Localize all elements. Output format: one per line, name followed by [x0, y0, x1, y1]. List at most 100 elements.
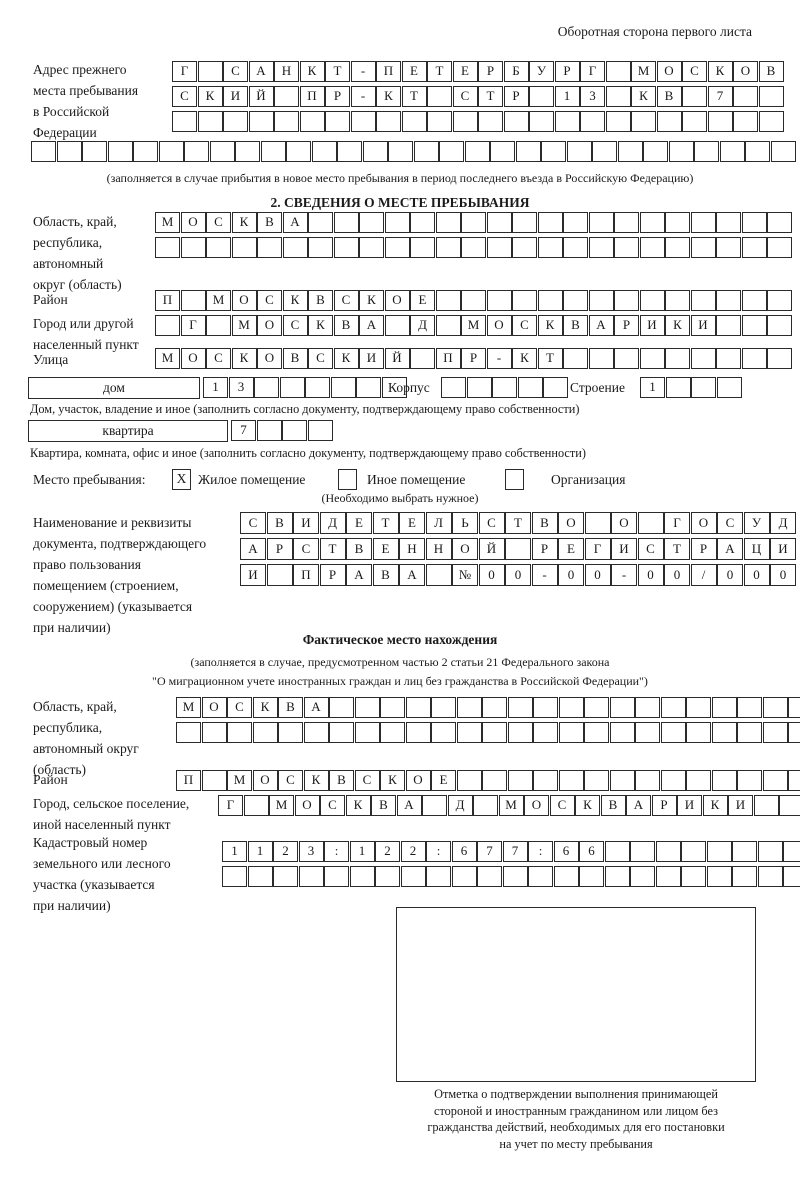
form-cell[interactable]: У: [743, 512, 770, 534]
form-cell[interactable]: [706, 866, 732, 887]
form-cell[interactable]: [410, 212, 435, 233]
form-cell[interactable]: [354, 697, 380, 718]
form-cell[interactable]: К: [333, 348, 359, 369]
form-cell[interactable]: 0: [743, 564, 770, 586]
form-cell[interactable]: [384, 212, 410, 233]
form-cell[interactable]: [235, 141, 260, 162]
form-cell[interactable]: Р: [614, 315, 639, 336]
form-cell[interactable]: О: [524, 795, 549, 816]
form-cell[interactable]: А: [303, 697, 329, 718]
section2-region-row-2[interactable]: [155, 237, 793, 258]
form-cell[interactable]: [426, 866, 451, 887]
form-cell[interactable]: [223, 111, 248, 132]
form-cell[interactable]: [512, 237, 537, 258]
form-cell[interactable]: С: [452, 86, 478, 107]
form-cell[interactable]: 1: [554, 86, 580, 107]
form-cell[interactable]: К: [702, 795, 728, 816]
form-cell[interactable]: Е: [410, 290, 435, 311]
form-cell[interactable]: [350, 111, 376, 132]
form-cell[interactable]: П: [376, 61, 401, 82]
form-cell[interactable]: [584, 697, 609, 718]
form-cell[interactable]: 1: [203, 377, 228, 398]
form-cell[interactable]: [541, 141, 566, 162]
form-cell[interactable]: [716, 290, 741, 311]
form-cell[interactable]: [741, 290, 767, 311]
form-cell[interactable]: [482, 722, 507, 743]
form-cell[interactable]: С: [549, 795, 575, 816]
form-cell[interactable]: И: [770, 538, 796, 560]
form-cell[interactable]: 3: [298, 841, 324, 862]
form-cell[interactable]: [282, 237, 308, 258]
form-cell[interactable]: -: [531, 564, 558, 586]
form-cell[interactable]: [243, 795, 269, 816]
form-cell[interactable]: [668, 141, 694, 162]
form-cell[interactable]: [639, 237, 665, 258]
previous-address-row-4[interactable]: [31, 141, 796, 162]
form-cell[interactable]: С: [637, 538, 664, 560]
form-cell[interactable]: [537, 290, 563, 311]
form-cell[interactable]: А: [282, 212, 308, 233]
form-cell[interactable]: [682, 86, 707, 107]
form-cell[interactable]: [588, 237, 614, 258]
house-box-label[interactable]: дом: [28, 377, 200, 399]
form-cell[interactable]: [324, 866, 349, 887]
form-cell[interactable]: К: [376, 86, 401, 107]
form-cell[interactable]: [757, 841, 783, 862]
form-cell[interactable]: [655, 866, 681, 887]
form-cell[interactable]: И: [639, 315, 665, 336]
form-cell[interactable]: [359, 212, 384, 233]
form-cell[interactable]: [609, 697, 635, 718]
form-cell[interactable]: Р: [651, 795, 677, 816]
form-cell[interactable]: [533, 722, 558, 743]
form-cell[interactable]: В: [346, 538, 372, 560]
form-cell[interactable]: Е: [372, 538, 399, 560]
form-cell[interactable]: [456, 770, 482, 791]
form-cell[interactable]: 2: [273, 841, 298, 862]
form-cell[interactable]: М: [498, 795, 524, 816]
form-cell[interactable]: [505, 538, 531, 560]
form-cell[interactable]: С: [240, 512, 266, 534]
form-cell[interactable]: [691, 377, 716, 398]
form-cell[interactable]: [180, 290, 206, 311]
form-cell[interactable]: 7: [707, 86, 733, 107]
form-cell[interactable]: М: [155, 212, 180, 233]
form-cell[interactable]: [308, 212, 333, 233]
form-cell[interactable]: [737, 722, 762, 743]
form-cell[interactable]: [486, 237, 512, 258]
form-cell[interactable]: [588, 290, 614, 311]
form-cell[interactable]: [617, 141, 643, 162]
form-cell[interactable]: И: [690, 315, 716, 336]
form-cell[interactable]: [609, 722, 635, 743]
form-cell[interactable]: Р: [319, 564, 346, 586]
form-cell[interactable]: [533, 697, 558, 718]
form-cell[interactable]: [665, 348, 690, 369]
form-cell[interactable]: [716, 315, 741, 336]
form-cell[interactable]: Й: [248, 86, 274, 107]
form-cell[interactable]: Г: [172, 61, 197, 82]
form-cell[interactable]: [783, 841, 800, 862]
form-cell[interactable]: [762, 697, 788, 718]
form-cell[interactable]: [222, 866, 247, 887]
form-cell[interactable]: П: [176, 770, 201, 791]
form-cell[interactable]: О: [180, 348, 206, 369]
form-cell[interactable]: Б: [503, 61, 529, 82]
form-cell[interactable]: [305, 377, 330, 398]
form-cell[interactable]: М: [155, 348, 180, 369]
form-cell[interactable]: К: [303, 770, 329, 791]
form-cell[interactable]: Е: [401, 61, 427, 82]
form-cell[interactable]: [388, 141, 413, 162]
form-cell[interactable]: 6: [451, 841, 477, 862]
form-cell[interactable]: Г: [580, 61, 605, 82]
form-cell[interactable]: [362, 141, 388, 162]
form-cell[interactable]: Г: [180, 315, 206, 336]
form-cell[interactable]: [299, 111, 325, 132]
form-cell[interactable]: [690, 237, 716, 258]
form-cell[interactable]: [325, 111, 350, 132]
form-cell[interactable]: Р: [266, 538, 293, 560]
form-cell[interactable]: [741, 348, 767, 369]
form-cell[interactable]: В: [333, 315, 359, 336]
actual-region-row-2[interactable]: [176, 722, 800, 743]
form-cell[interactable]: [278, 722, 303, 743]
